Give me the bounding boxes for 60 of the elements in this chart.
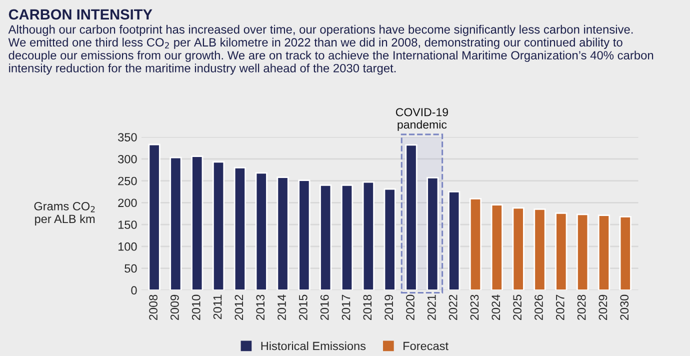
bar (598, 214, 610, 290)
bar (362, 181, 374, 290)
bar (448, 191, 460, 290)
x-tick-label: 2020 (406, 294, 414, 320)
bar (384, 188, 396, 290)
y-tick-label: 150 (118, 220, 137, 229)
x-tick-label: 2015 (299, 294, 308, 320)
x-tick-label: 2024 (492, 294, 500, 320)
bar (212, 161, 225, 290)
bar (555, 212, 568, 290)
bar (619, 216, 632, 290)
bar (298, 180, 310, 290)
bar (405, 144, 418, 290)
bar (276, 176, 289, 290)
y-tick-label: 0 (131, 286, 137, 295)
bar (320, 184, 332, 290)
bar (426, 177, 439, 290)
bar (490, 204, 503, 290)
x-tick-label: 2012 (234, 294, 244, 320)
legend-label: Forecast (404, 342, 448, 350)
bar (170, 156, 182, 290)
bar (534, 208, 546, 290)
x-tick-label: 2011 (213, 294, 222, 320)
bar (340, 184, 354, 290)
chart-subtitle: Although our carbon footprint has increased over time, our operations have become significantly less carbon intensive. We emitted one third less CO$_{2}$ per ALB kilometre in 2022 than we did in 2008, demonstrating our continued ability to decouple our emissions from our growth. We are on track to achieve the International Maritime Organization’s 40% carbon intensity reduction for the maritime industry well ahead of the 2030 target. (8, 24, 654, 75)
bar (469, 198, 482, 290)
x-tick-label: 2021 (427, 294, 436, 320)
bar (512, 207, 524, 290)
x-tick-label: 2029 (598, 294, 608, 320)
x-tick-label: 2022 (448, 294, 458, 320)
bar (148, 144, 160, 290)
x-tick-label: 2023 (470, 294, 479, 320)
x-tick-label: 2018 (363, 294, 372, 320)
x-tick-label: 2019 (384, 294, 394, 320)
chart-title: CARBON INTENSITY (8, 9, 152, 20)
x-tick-label: 2008 (149, 294, 158, 320)
band-label: COVID-19 pandemic (396, 108, 448, 131)
x-tick-label: 2026 (534, 294, 543, 320)
x-tick-label: 2010 (192, 294, 200, 320)
bar (234, 166, 246, 290)
x-tick-label: 2016 (320, 294, 329, 320)
x-tick-label: 2017 (342, 294, 350, 320)
x-tick-label: 2014 (278, 294, 286, 320)
y-tick-label: 100 (118, 242, 137, 251)
x-tick-label: 2009 (170, 294, 179, 320)
bar (255, 172, 268, 290)
x-tick-label: 2027 (556, 294, 564, 320)
bar (576, 214, 589, 290)
x-tick-label: 2013 (256, 294, 265, 320)
y-tick-label: 350 (118, 133, 137, 142)
x-tick-label: 2025 (513, 294, 522, 320)
y-tick-label: 200 (118, 198, 137, 208)
y-axis-title: Grams CO$_{2}$ per ALB km (34, 202, 95, 226)
bar (191, 156, 204, 290)
y-tick-label: 300 (118, 154, 137, 164)
legend-label: Historical Emissions (261, 341, 366, 350)
x-tick-label: 2030 (620, 294, 629, 320)
x-tick-label: 2028 (577, 294, 586, 320)
y-tick-label: 50 (124, 264, 137, 273)
y-tick-label: 250 (118, 176, 137, 186)
